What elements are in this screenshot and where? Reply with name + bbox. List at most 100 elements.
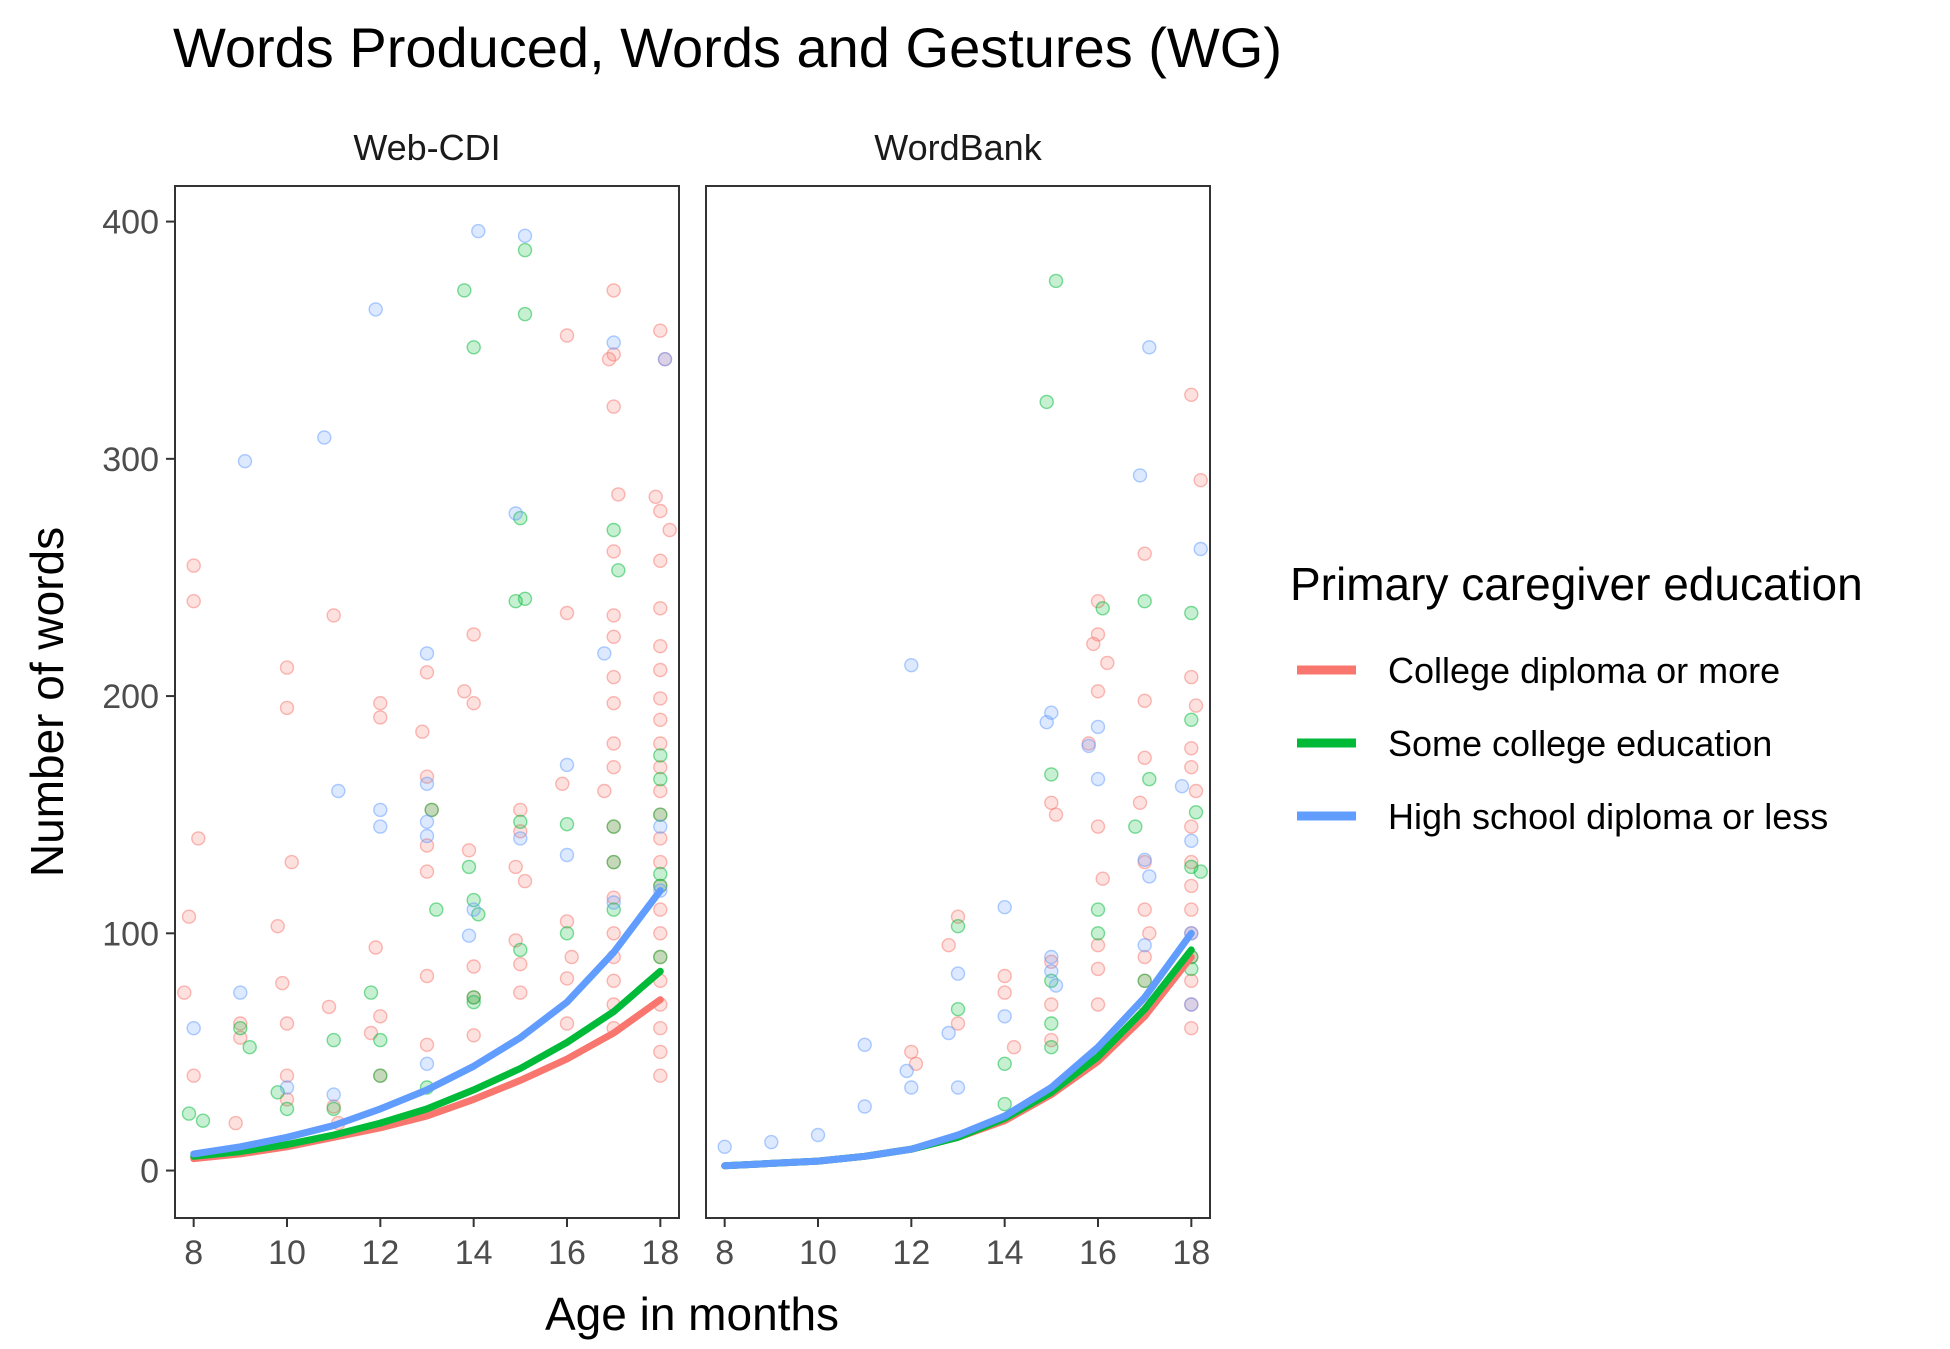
web-cdi-point-high-school-diploma-or-less — [508, 506, 523, 521]
wordbank-point-college-diploma-or-more — [1048, 807, 1064, 822]
web-cdi-point-college-diploma-or-more — [466, 627, 481, 642]
wordbank-point-some-college-education — [1044, 1039, 1059, 1055]
wordbank-point-college-diploma-or-more — [1184, 819, 1199, 834]
web-cdi-point-some-college-education — [466, 340, 481, 355]
wordbank-point-college-diploma-or-more — [1090, 819, 1106, 834]
web-cdi-x-tick-label: 12 — [361, 1234, 399, 1272]
web-cdi-point-college-diploma-or-more — [186, 594, 201, 609]
web-cdi-point-some-college-education — [559, 817, 575, 832]
web-cdi-point-college-diploma-or-more — [466, 696, 481, 711]
wordbank-point-college-diploma-or-more — [1137, 693, 1152, 708]
web-cdi-point-some-college-education — [424, 802, 439, 818]
wordbank-point-college-diploma-or-more — [1184, 669, 1199, 685]
web-cdi-point-high-school-diploma-or-less — [419, 814, 435, 829]
web-cdi-point-high-school-diploma-or-less — [237, 454, 253, 469]
web-cdi-point-college-diploma-or-more — [653, 1044, 668, 1060]
web-cdi-point-college-diploma-or-more — [466, 959, 481, 974]
wordbank-point-high-school-diploma-or-less — [1137, 938, 1152, 953]
wordbank-fit-line-high-school-diploma-or-less — [721, 929, 1195, 1170]
web-cdi-point-high-school-diploma-or-less — [517, 228, 533, 244]
panel-wordbank: WordBank 8 10 12 14 16 18 — [705, 127, 1211, 1272]
wordbank-x-tick-label: 12 — [892, 1234, 930, 1272]
web-cdi-point-college-diploma-or-more — [457, 684, 472, 699]
web-cdi-point-college-diploma-or-more — [466, 1028, 481, 1043]
wordbank-point-high-school-diploma-or-less — [1142, 869, 1157, 884]
web-cdi-point-college-diploma-or-more — [653, 831, 668, 846]
wordbank-point-high-school-diploma-or-less — [1174, 779, 1190, 794]
wordbank-point-college-diploma-or-more — [1044, 795, 1059, 810]
web-cdi-point-college-diploma-or-more — [275, 975, 290, 991]
web-cdi-point-some-college-education — [195, 1113, 211, 1128]
y-tick-label: 400 — [102, 204, 159, 242]
wordbank-point-some-college-education — [1137, 594, 1152, 609]
wordbank-point-high-school-diploma-or-less — [857, 1099, 872, 1114]
wordbank-point-college-diploma-or-more — [1184, 741, 1199, 756]
web-cdi-point-high-school-diploma-or-less — [513, 831, 528, 846]
web-cdi-point-college-diploma-or-more — [653, 712, 668, 727]
web-cdi-point-college-diploma-or-more — [419, 1037, 435, 1053]
wordbank-point-some-college-education — [1044, 767, 1059, 782]
wordbank-point-college-diploma-or-more — [1086, 636, 1101, 652]
wordbank-point-high-school-diploma-or-less — [1193, 541, 1208, 557]
wordbank-x-tick-label: 8 — [715, 1234, 734, 1272]
web-cdi-point-college-diploma-or-more — [279, 1068, 295, 1083]
web-cdi-point-college-diploma-or-more — [606, 669, 621, 685]
web-cdi-point-college-diploma-or-more — [186, 558, 201, 573]
web-cdi-point-college-diploma-or-more — [606, 283, 621, 298]
web-cdi-point-college-diploma-or-more — [653, 662, 668, 678]
wordbank-point-high-school-diploma-or-less — [1184, 833, 1199, 848]
wordbank-point-some-college-education — [1184, 605, 1199, 621]
web-cdi-point-some-college-education — [233, 1020, 248, 1036]
wordbank-point-college-diploma-or-more — [950, 1016, 966, 1031]
wordbank-point-college-diploma-or-more — [1137, 902, 1152, 917]
legend: Primary caregiver education College dipl… — [1290, 558, 1863, 837]
web-cdi-x-tick-label: 18 — [641, 1234, 679, 1272]
web-cdi-point-some-college-education — [326, 1101, 341, 1117]
web-cdi-point-college-diploma-or-more — [326, 608, 341, 623]
web-cdi-point-college-diploma-or-more — [373, 696, 388, 711]
wordbank-point-high-school-diploma-or-less — [904, 1080, 919, 1095]
web-cdi-point-college-diploma-or-more — [653, 736, 668, 751]
wordbank-point-college-diploma-or-more — [1188, 698, 1204, 713]
wordbank-point-high-school-diploma-or-less — [1044, 949, 1059, 965]
wordbank-point-some-college-education — [997, 1056, 1012, 1072]
web-cdi-point-college-diploma-or-more — [653, 854, 668, 870]
wordbank-point-high-school-diploma-or-less — [1048, 978, 1064, 993]
web-cdi-point-high-school-diploma-or-less — [461, 928, 477, 943]
legend-title: Primary caregiver education — [1290, 558, 1863, 610]
web-cdi-panel-border — [174, 185, 680, 1219]
web-cdi-fit-line-some-college-education — [190, 967, 664, 1160]
wordbank-point-college-diploma-or-more — [1184, 854, 1199, 870]
panel-strip-label-web-cdi: Web-CDI — [353, 127, 500, 168]
wordbank-point-high-school-diploma-or-less — [1039, 715, 1054, 730]
wordbank-point-some-college-education — [1048, 273, 1064, 289]
web-cdi-point-college-diploma-or-more — [321, 999, 337, 1015]
wordbank-point-college-diploma-or-more — [941, 938, 956, 953]
wordbank-point-college-diploma-or-more — [1184, 973, 1199, 988]
web-cdi-point-college-diploma-or-more — [653, 926, 668, 941]
web-cdi-point-college-diploma-or-more — [611, 487, 626, 502]
web-cdi-point-some-college-education — [606, 819, 621, 834]
web-cdi-point-college-diploma-or-more — [555, 776, 570, 791]
web-cdi-point-some-college-education — [466, 994, 481, 1010]
web-cdi-point-college-diploma-or-more — [233, 1016, 248, 1031]
wordbank-point-high-school-diploma-or-less — [950, 1080, 966, 1095]
wordbank-point-some-college-education — [1142, 771, 1157, 787]
wordbank-point-high-school-diploma-or-less — [950, 966, 966, 981]
wordbank-point-high-school-diploma-or-less — [810, 1127, 826, 1143]
web-cdi-point-college-diploma-or-more — [606, 973, 621, 988]
wordbank-point-college-diploma-or-more — [1044, 997, 1059, 1012]
legend-label-high-school-diploma-or-less: High school diploma or less — [1388, 796, 1828, 837]
x-axis-title: Age in months — [545, 1288, 839, 1340]
web-cdi-point-college-diploma-or-more — [653, 691, 668, 706]
web-cdi-point-high-school-diploma-or-less — [326, 1087, 341, 1102]
web-cdi-point-high-school-diploma-or-less — [471, 223, 486, 239]
web-cdi-point-college-diploma-or-more — [559, 971, 575, 986]
web-cdi-point-college-diploma-or-more — [597, 783, 612, 799]
wordbank-x-tick-label: 10 — [799, 1234, 837, 1272]
wordbank-point-college-diploma-or-more — [1090, 997, 1106, 1012]
wordbank-point-some-college-education — [1184, 712, 1199, 727]
wordbank-point-college-diploma-or-more — [1193, 473, 1208, 488]
web-cdi-point-some-college-education — [653, 949, 668, 965]
wordbank-point-some-college-education — [1128, 819, 1143, 834]
